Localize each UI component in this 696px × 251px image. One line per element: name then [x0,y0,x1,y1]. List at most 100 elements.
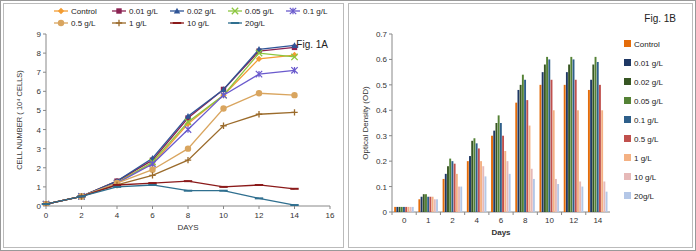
y-tick-label: 0 [37,202,42,211]
point [78,193,84,199]
legend-swatch [624,116,631,123]
bar [485,176,487,212]
x-tick-label: 16 [326,211,335,220]
x-tick [513,212,514,215]
x-tick-label: 2 [79,211,84,220]
figure-border [1,1,696,251]
y-tick-label: 3 [37,145,42,154]
x-axis-label: Days [491,228,511,237]
legend-label: 20g/L [245,19,266,28]
bar [434,199,436,212]
legend-line [170,22,184,23]
x-tick [46,206,47,209]
x-tick-label: 12 [255,211,264,220]
point [149,166,155,172]
bar [515,103,517,212]
point [291,92,297,98]
y-axis [46,34,47,206]
bar [394,207,396,212]
point [256,111,262,117]
legend-swatch [624,59,631,66]
y-tick-label: 2 [37,164,42,173]
legend-marker [58,20,64,26]
y-tick [43,148,46,149]
bar [432,197,434,212]
point [113,186,121,188]
series-line [46,112,295,204]
x-tick [416,212,417,215]
bar [471,141,473,212]
x-tick-label: 4 [475,216,480,225]
point [43,201,49,206]
legend-swatch [624,135,631,142]
x-tick-label: 0 [44,211,49,220]
bar [418,199,420,212]
series-line [46,93,295,204]
point [149,172,155,178]
x-tick-label: 0 [402,216,407,225]
y-tick-label: 1 [37,183,42,192]
x-tick-label: 6 [499,216,504,225]
bar [544,65,546,212]
bar [573,59,575,212]
y-tick [43,53,46,54]
point [78,193,84,199]
legend: Control0.01 g/L0.02 g/L0.05 g/L0.1 g/L0.… [54,7,328,28]
bar [436,199,438,212]
x-tick [223,206,224,209]
bar [577,110,579,212]
bar [427,197,429,212]
legend-swatch [624,40,631,47]
bar [445,174,447,212]
y-tick-label: 8 [37,49,42,58]
y-tick-label: 6 [37,87,42,96]
bar [590,80,592,212]
legend-swatch [624,154,631,161]
y-tick [389,110,392,111]
bar [478,148,480,212]
y-tick [389,84,392,85]
bar [504,151,506,212]
legend-label: 0.1 g/L [303,7,328,16]
point [185,157,191,163]
point [42,203,50,205]
x-tick [117,206,118,209]
x-tick [188,206,189,209]
bar [568,65,570,212]
bar [403,207,405,212]
bar [588,90,590,212]
bar [524,80,526,212]
bar [423,194,425,212]
figure: 01234567890246810121416DAYSCELL NUMBER (… [0,0,696,251]
series-line [46,45,295,204]
bar [579,181,581,212]
bar [469,156,471,212]
legend-label: 0.01 g/L [634,59,663,68]
y-tick-label: 9 [37,30,42,39]
series-line [46,185,295,205]
point [185,113,191,119]
legend-marker [173,22,181,24]
legend-label: 0.5 g/L [634,135,659,144]
y-tick [43,72,46,73]
series-line [46,181,295,204]
x-tick [392,212,393,215]
x-tick-label: 2 [450,216,455,225]
y-axis-label: CELL NUMBER ( 10⁴ CELLS) [15,70,24,170]
y-tick-label: 0.3 [376,132,388,141]
bar [540,85,542,212]
point [148,184,156,186]
legend-label: 1 g/L [634,154,652,163]
x-tick [294,206,295,209]
point [148,182,156,184]
point [290,204,298,206]
x-tick-label: 8 [186,211,191,220]
bar [493,131,495,212]
bar [456,174,458,212]
bar [425,194,427,212]
series-line [46,53,295,204]
bar [597,62,599,212]
y-tick [389,186,392,187]
y-tick-label: 5 [37,106,42,115]
y-tick-label: 0.4 [376,106,388,115]
